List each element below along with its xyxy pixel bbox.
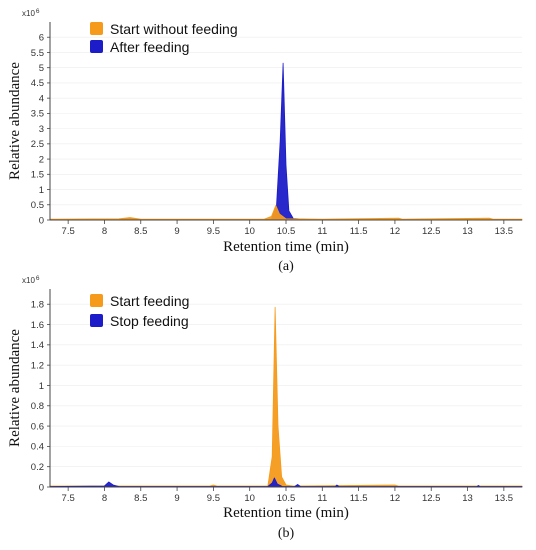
y-tick-label: 0.6: [31, 421, 44, 432]
x-tick-label: 9: [174, 493, 179, 504]
legend-swatch-start-feeding: [90, 294, 103, 307]
x-tick-label: 13: [462, 226, 473, 237]
y-tick-label: 1: [39, 185, 44, 196]
x-axis-title-b: Retention time (min): [223, 505, 349, 521]
x-tick-label: 8.5: [134, 493, 147, 504]
y-axis-title-a: Relative abundance: [7, 62, 23, 180]
y-tick-label: 1.8: [31, 300, 44, 311]
multiplier-label-a: x106: [22, 8, 40, 18]
y-tick-label: 1.6: [31, 320, 44, 331]
x-tick-label: 7.5: [62, 493, 75, 504]
series-area-stop-feeding: [49, 477, 523, 488]
series-layer-a: [49, 62, 523, 221]
legend-label-start-without-feeding: Start without feeding: [110, 21, 238, 37]
legend-a: Start without feeding After feeding: [90, 21, 238, 55]
y-tick-label: 0.5: [31, 200, 44, 211]
y-tick-label: 1.5: [31, 170, 44, 181]
x-tick-label: 11: [317, 493, 327, 504]
series-layer-b: [49, 306, 523, 488]
y-tick-label: 1: [39, 381, 44, 392]
x-tick-label: 9.5: [207, 493, 220, 504]
y-tick-label: 0.2: [31, 462, 44, 473]
panel-label-a: (a): [278, 259, 294, 274]
x-tick-label: 9: [174, 226, 179, 237]
y-tick-label: 2.5: [31, 139, 44, 150]
y-tick-label: 5: [39, 63, 44, 74]
x-tick-label: 10.5: [277, 226, 296, 237]
x-tick-label: 11.5: [350, 493, 368, 504]
y-tick-label: 0: [39, 482, 44, 493]
multiplier-label-b: x106: [22, 275, 40, 285]
x-tick-label: 7.5: [62, 226, 75, 237]
plot-area-b: [50, 289, 522, 487]
x-tick-label: 13.5: [495, 226, 514, 237]
legend-label-after-feeding: After feeding: [110, 39, 189, 55]
y-tick-label: 4.5: [31, 78, 44, 89]
y-tick-label: 0.8: [31, 401, 44, 412]
y-tick-label: 0.4: [31, 442, 44, 453]
x-tick-label: 13.5: [495, 493, 514, 504]
legend-b: Start feeding Stop feeding: [90, 293, 189, 329]
y-tick-label: 4: [39, 93, 44, 104]
x-tick-label: 12: [390, 493, 401, 504]
legend-swatch-stop-feeding: [90, 314, 103, 327]
y-ticks-b: 0 0.2 0.4 0.6 0.8 1 1.2 1.4 1.6 1.8: [31, 300, 50, 493]
x-tick-label: 12.5: [422, 493, 441, 504]
y-tick-label: 1.2: [31, 360, 44, 371]
legend-label-start-feeding: Start feeding: [110, 293, 189, 309]
x-tick-label: 9.5: [207, 226, 220, 237]
y-gridlines-b: [50, 303, 522, 467]
x-tick-label: 8.5: [134, 226, 147, 237]
x-ticks-a: 7.5 8 8.5 9 9.5 10 10.5 11 11.5 12 12.5 13 13.5: [62, 220, 514, 237]
panel-label-b: (b): [278, 526, 295, 541]
x-ticks-b: 7.5 8 8.5 9 9.5 10 10.5 11 11.5 12 12.5 13 13.5: [62, 487, 514, 504]
y-tick-label: 1.4: [31, 340, 44, 351]
legend-swatch-after-feeding: [90, 40, 103, 53]
chart-panel-a: 7.5 8 8.5 9 9.5 10 10.5 11 11.5 12 12.5 13 13.5 00.5…: [7, 8, 523, 274]
x-tick-label: 11: [317, 226, 327, 237]
x-axis-title-a: Retention time (min): [223, 239, 349, 255]
legend-swatch-start-without-feeding: [90, 22, 103, 35]
x-tick-label: 12: [390, 226, 401, 237]
y-ticks-a: 0 0.5 1 1.5 2 2.5 3 3.5 4 4.5 5 5.5 6: [31, 33, 50, 226]
y-axis-title-b: Relative abundance: [7, 329, 23, 447]
series-area-start-without-feeding: [49, 204, 523, 221]
x-tick-label: 8: [102, 493, 107, 504]
x-tick-label: 10: [244, 493, 255, 504]
x-tick-label: 10: [244, 226, 255, 237]
y-tick-label: 2: [39, 154, 44, 165]
x-tick-label: 11.5: [350, 226, 368, 237]
x-tick-label: 10.5: [277, 493, 296, 504]
x-tick-label: 13: [462, 493, 473, 504]
y-tick-label: 3: [39, 124, 44, 135]
y-tick-label: 3.5: [31, 109, 44, 120]
series-area-start-feeding: [49, 306, 523, 488]
y-tick-label: 5.5: [31, 48, 44, 59]
x-tick-label: 8: [102, 226, 107, 237]
x-tick-label: 12.5: [422, 226, 441, 237]
legend-label-stop-feeding: Stop feeding: [110, 313, 189, 329]
y-tick-label: 0: [39, 215, 44, 226]
y-tick-label: 6: [39, 33, 44, 44]
chart-panel-b: 7.5 8 8.5 9 9.5 10 10.5 11 11.5 12 12.5 13 13.5 0 0.2…: [7, 275, 523, 541]
